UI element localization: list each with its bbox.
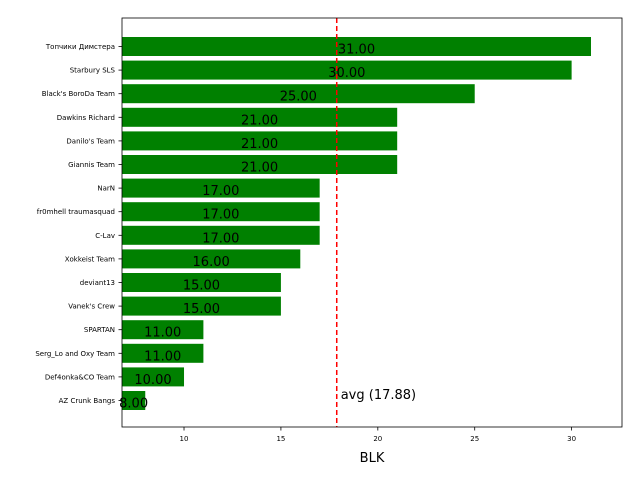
x-axis-label: BLK [360,451,385,466]
y-tick-label: C-Lav [95,232,115,240]
y-tick-label: Danilo's Team [66,137,115,145]
bar-value-label: 21.00 [241,161,278,176]
bar-value-label: 30.00 [328,66,365,81]
bar-value-label: 21.00 [241,113,278,128]
y-tick-label: Топчики Димстера [45,43,115,51]
y-tick-label: SPARTAN [84,326,115,334]
bars-layer [122,37,591,410]
bar [122,391,146,410]
y-tick-label: Vanek's Crew [68,303,115,311]
bar [122,367,185,387]
bar [122,37,591,56]
bar-value-label: 15.00 [183,302,220,317]
bar-value-label: 31.00 [338,43,375,58]
bar [122,343,204,363]
average-label: avg (17.88) [341,388,416,403]
bar-value-label: 11.00 [144,349,181,364]
bar [122,178,320,198]
bar-value-label: 10.00 [134,373,171,388]
bar-value-label: 17.00 [202,231,239,246]
y-tick-label: Starbury SLS [70,67,116,75]
bar [122,107,398,127]
bar-value-label: 25.00 [280,90,317,105]
y-tick-label: Serg_Lo and Oxy Team [35,350,115,358]
bar-value-label: 8.00 [119,397,148,412]
bar [122,320,204,340]
x-tick-label: 25 [470,435,479,443]
average-line-layer: avg (17.88) [335,18,416,427]
x-tick-label: 20 [373,435,382,443]
bar [122,225,320,245]
y-tick-label: Giannis Team [68,161,115,169]
bar [122,296,281,316]
bar [122,273,281,292]
axes-layer: Топчики Димстера Starbury SLS Black's Boro… [35,17,623,443]
bar [122,202,320,222]
bar [122,155,398,174]
bar [122,249,301,269]
y-tick-label: Black's BoroDa Team [42,90,115,98]
y-tick-label: fr0mhell traumasquad [37,208,115,216]
bar [122,131,398,151]
y-tick-label: AZ Crunk Bangs [59,397,116,405]
bar-value-label: 15.00 [183,279,220,294]
bar [122,84,475,104]
x-tick-label: 10 [180,435,189,443]
bar-value-label: 17.00 [202,208,239,223]
y-tick-label: NarN [97,185,115,193]
y-tick-label: deviant13 [80,279,115,287]
y-tick-label: Xokkeist Team [65,255,115,263]
y-tick-label: Def4onka&CO Team [45,373,115,381]
bar-value-label: 21.00 [241,137,278,152]
x-tick-label: 30 [567,435,576,443]
x-tick-label: 15 [276,435,285,443]
bar-value-label: 17.00 [202,184,239,199]
bar [122,60,572,80]
y-tick-label: Dawkins Richard [57,114,115,122]
plot-frame [121,17,623,428]
value-labels-layer: 31.0030.0025.0021.0021.0021.0017.0017.00… [119,43,375,412]
bar-value-label: 16.00 [193,255,230,270]
bar-value-label: 11.00 [144,326,181,341]
